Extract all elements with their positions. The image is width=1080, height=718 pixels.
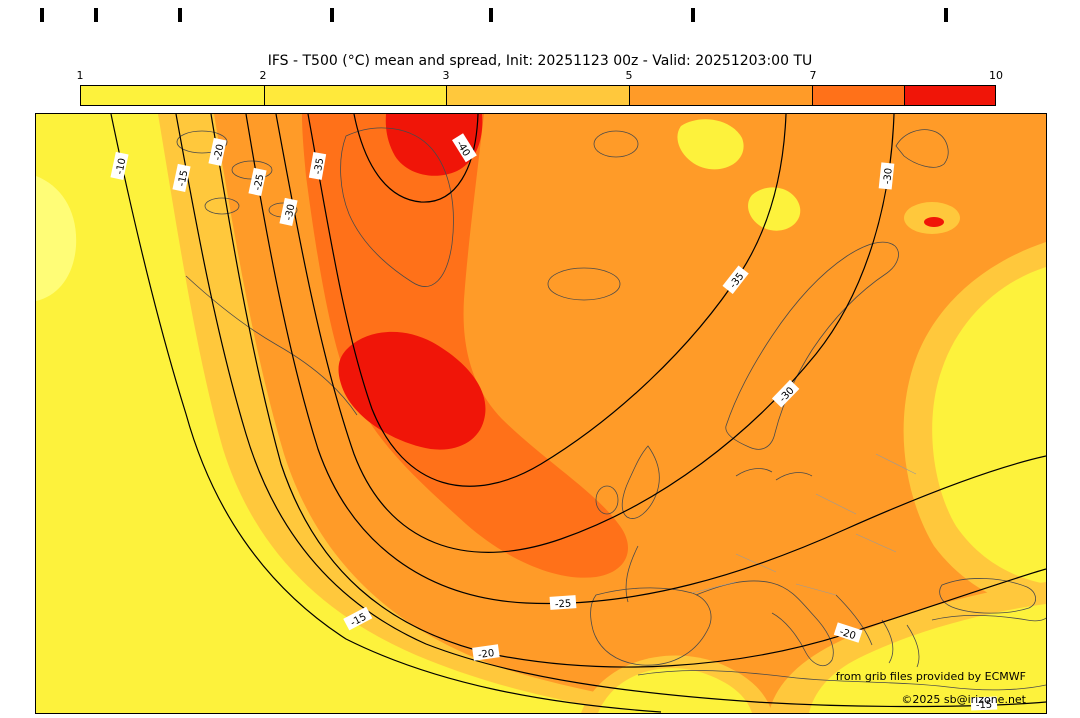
colorbar-segment [81, 86, 264, 105]
chart-title: IFS - T500 (°C) mean and spread, Init: 2… [267, 53, 813, 69]
colorbar-segment [263, 86, 447, 105]
coast-adriatic [835, 594, 873, 646]
top-tick [330, 8, 334, 22]
svg-text:-20: -20 [477, 648, 495, 661]
svg-text:-10: -10 [114, 157, 128, 175]
spread-region-paleyellow-left [36, 176, 77, 301]
colorbar-segment [446, 86, 629, 105]
spread-region-yellow-east [932, 267, 1046, 584]
contour--30 [275, 114, 895, 553]
colorbar-segment [628, 86, 813, 105]
contour-label: -10 [110, 151, 129, 180]
coast-labrador [185, 275, 358, 416]
contour-label: -15 [970, 696, 998, 712]
top-tick [40, 8, 44, 22]
coast-ireland [595, 485, 619, 515]
spread-region-yellow-bottom-center [598, 668, 752, 713]
contour-label: -35 [308, 151, 327, 180]
coast-north-africa [637, 670, 1046, 691]
svg-text:-30: -30 [283, 203, 297, 221]
spread-region-red-spot-ne [924, 217, 944, 227]
top-tick [178, 8, 182, 22]
contour-label: -30 [878, 162, 895, 190]
svg-text:-20: -20 [212, 143, 226, 161]
spread-region-yellow-southeast [809, 604, 1046, 713]
svg-text:-35: -35 [313, 157, 327, 175]
coast-svalbard [593, 130, 639, 158]
coast-arctic-island [204, 197, 240, 215]
coast-denmark [735, 468, 813, 481]
coast-greece [881, 619, 920, 668]
top-tick [691, 8, 695, 22]
top-tick [944, 8, 948, 22]
spread-region-darkorange-swath [302, 114, 628, 578]
contour--35 [307, 114, 787, 487]
top-tick [489, 8, 493, 22]
coast-greenland [340, 127, 454, 287]
coast-iceland [547, 267, 621, 301]
top-tick [94, 8, 98, 22]
colorbar-tick-label: 1 [76, 69, 84, 82]
svg-text:-25: -25 [555, 598, 572, 610]
coast-black-sea [939, 578, 1036, 614]
colorbar-tick-label: 3 [442, 69, 450, 82]
credit-copyright: ©2025 sb@irizone.net [901, 693, 1026, 706]
coast-mediterranean-north [695, 580, 834, 667]
spread-region-red-south-greenland [338, 331, 486, 450]
coast-novaya-zemlya [895, 129, 949, 168]
colorbar [80, 85, 996, 106]
political-borders [691, 453, 917, 596]
contour-label: -20 [833, 622, 863, 643]
contour-label: -20 [472, 644, 500, 661]
contour-labels: -10-15-20-25-30-35-40-15-20-25-30-35-30-… [110, 133, 998, 712]
colorbar-segment [812, 86, 905, 105]
colorbar-tick-labels: 1 2 3 5 7 10 [0, 69, 1080, 82]
credit-source: from grib files provided by ECMWF [835, 670, 1026, 683]
colorbar-tick-label: 2 [259, 69, 267, 82]
coast-scandinavia [725, 241, 899, 450]
coastlines [176, 127, 1046, 691]
svg-text:-25: -25 [252, 173, 266, 191]
contour-label: -20 [208, 137, 227, 166]
coast-turkey [931, 615, 1046, 622]
contour-label: -25 [248, 167, 267, 196]
colorbar-tick-label: 7 [809, 69, 817, 82]
svg-text:-15: -15 [176, 169, 190, 187]
contour-label: -15 [172, 163, 191, 192]
svg-text:-20: -20 [838, 627, 857, 643]
contour--25 [245, 114, 1046, 605]
contour-label: -30 [279, 197, 298, 226]
contour--15 [175, 114, 1046, 708]
coast-britain [621, 445, 660, 519]
weather-map: -10 -15 -20 -25 -30 -35 -40 -15 -20 -25 -30 -35 -30-… [35, 113, 1047, 714]
contour-label: -25 [549, 595, 577, 611]
colorbar-segment [904, 86, 995, 105]
spread-region-red-north [385, 114, 483, 176]
spread-region-yellow-west [36, 114, 628, 713]
spread-region-yellow-patch-2 [748, 187, 801, 231]
spread-region-yellow-patch-1 [677, 119, 744, 170]
colorbar-tick-label: 10 [989, 69, 1003, 82]
colorbar-tick-label: 5 [625, 69, 633, 82]
contour--10 [110, 114, 662, 713]
svg-text:-15: -15 [976, 700, 993, 712]
coast-iberia [590, 587, 712, 666]
svg-text:-30: -30 [882, 167, 895, 184]
coast-arctic-island [176, 130, 228, 154]
